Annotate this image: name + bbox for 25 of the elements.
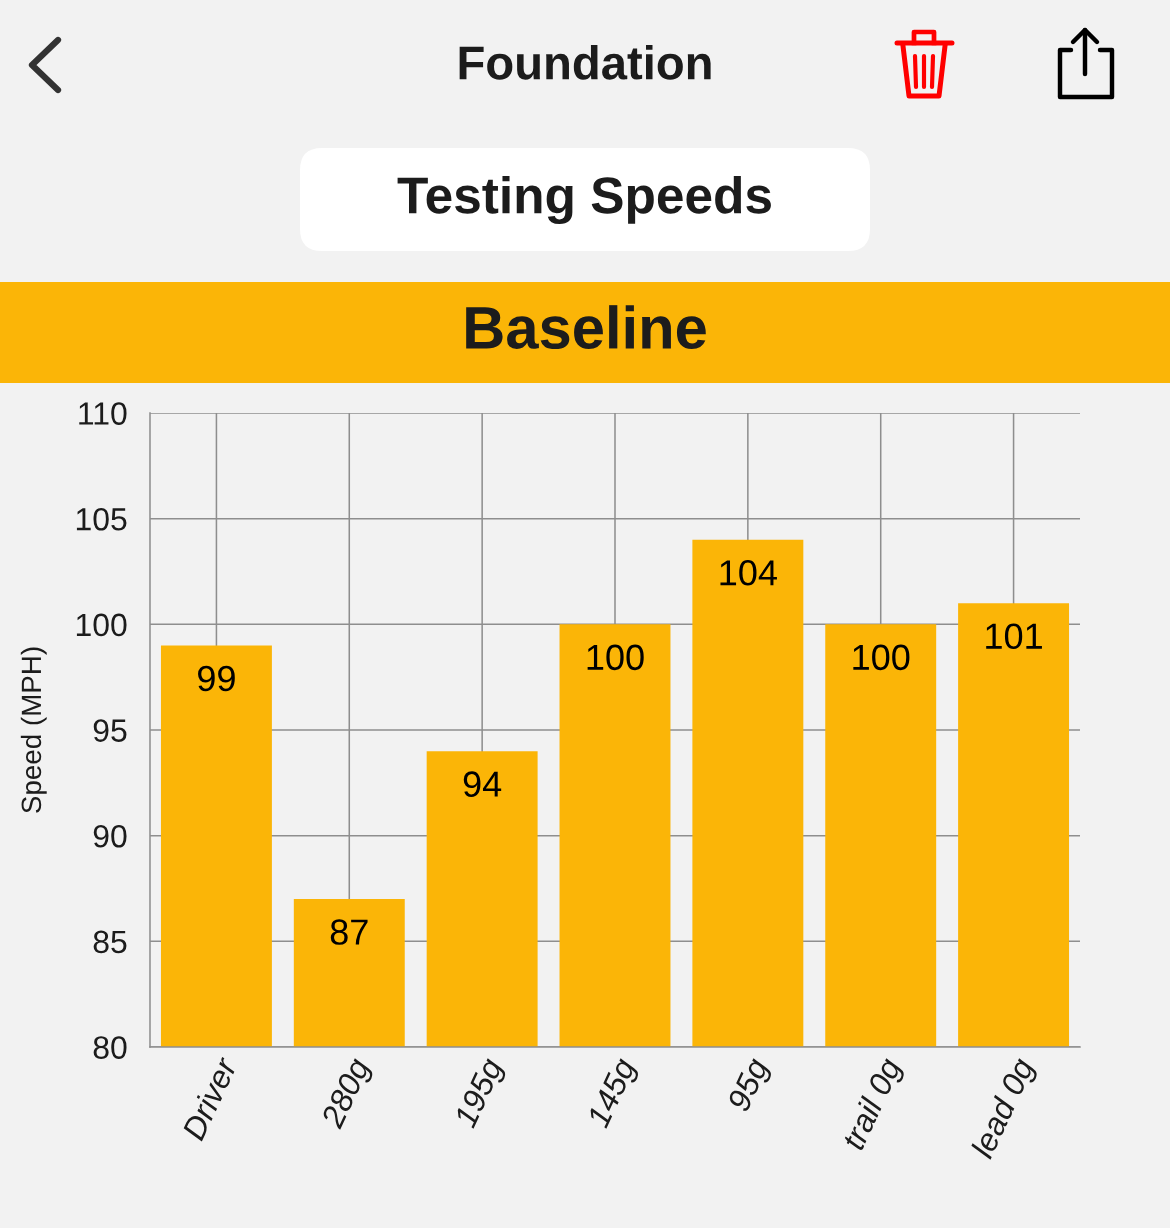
y-tick-label: 90 [93,824,127,848]
y-tick-label: 100 [76,613,127,637]
data-label: 100 [587,644,644,671]
y-axis-title: Speed (MPH) [20,647,47,813]
data-label: 104 [720,560,777,586]
text: Foundation [459,44,711,80]
y-tick-label: 80 [93,1036,127,1059]
x-tick-label: 145g [586,1056,642,1132]
data-label: 101 [986,623,1042,649]
x-tick-label: Driver [180,1054,239,1142]
y-tick-label: 85 [93,930,127,954]
chart-title: Testing Speeds [397,175,771,225]
x-tick-label: trail 0g [840,1055,908,1154]
data-label: 87 [330,919,368,945]
x-tick-label: 195g [453,1055,510,1132]
x-tick-label: 280g [319,1055,377,1133]
y-tick-label: 105 [76,507,127,531]
data-label: 100 [853,644,910,671]
y-tick-label: 95 [93,719,127,742]
y-tick-label: 110 [79,402,127,425]
x-tick-label: lead 0g [969,1055,1041,1163]
data-label: 99 [198,665,235,692]
x-tick-label: 95g [726,1055,775,1116]
chart-subtitle: Baseline [466,305,706,350]
data-label: 94 [463,771,502,797]
